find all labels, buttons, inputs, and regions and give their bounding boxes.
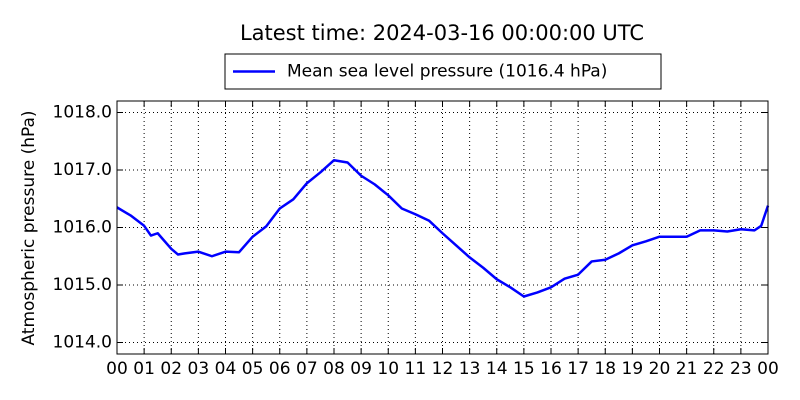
- x-tick-label: 16: [540, 359, 562, 379]
- x-tick-label: 20: [649, 359, 671, 379]
- y-tick-label: 1017.0: [53, 160, 112, 180]
- data-line: [116, 158, 770, 298]
- x-tick-label: 02: [160, 359, 182, 379]
- x-tick-label: 21: [676, 359, 698, 379]
- x-tick-label: 07: [296, 359, 318, 379]
- x-tick-label: 22: [703, 359, 725, 379]
- y-tick-label: 1018.0: [53, 103, 112, 123]
- x-tick-label: 09: [350, 359, 372, 379]
- x-tick-label: 13: [459, 359, 481, 379]
- x-tick-label: 08: [323, 359, 345, 379]
- x-tick-label: 18: [594, 359, 616, 379]
- x-tick-label: 12: [432, 359, 454, 379]
- x-tick-label: 00: [106, 359, 128, 379]
- x-tick-label: 06: [269, 359, 291, 379]
- x-tick-label: 17: [567, 359, 589, 379]
- x-tick-label: 23: [730, 359, 752, 379]
- x-tick-label: 14: [486, 359, 508, 379]
- legend-label: Mean sea level pressure (1016.4 hPa): [287, 62, 607, 82]
- x-tick-label: 11: [405, 359, 427, 379]
- x-tick-label: 01: [133, 359, 155, 379]
- y-tick-label: 1014.0: [53, 333, 112, 353]
- x-tick-label: 15: [513, 359, 535, 379]
- x-tick-label: 00: [757, 359, 779, 379]
- y-tick-label: 1015.0: [53, 275, 112, 295]
- x-tick-label: 05: [242, 359, 264, 379]
- chart-title: Latest time: 2024-03-16 00:00:00 UTC: [240, 21, 644, 45]
- x-tick-label: 19: [622, 359, 644, 379]
- y-tick-label: 1016.0: [53, 218, 112, 238]
- legend-box: [224, 53, 662, 90]
- x-tick-label: 04: [215, 359, 237, 379]
- y-axis-label: Atmospheric pressure (hPa): [19, 110, 39, 345]
- x-tick-label: 03: [188, 359, 210, 379]
- x-tick-label: 10: [377, 359, 399, 379]
- plot-frame: [116, 100, 769, 355]
